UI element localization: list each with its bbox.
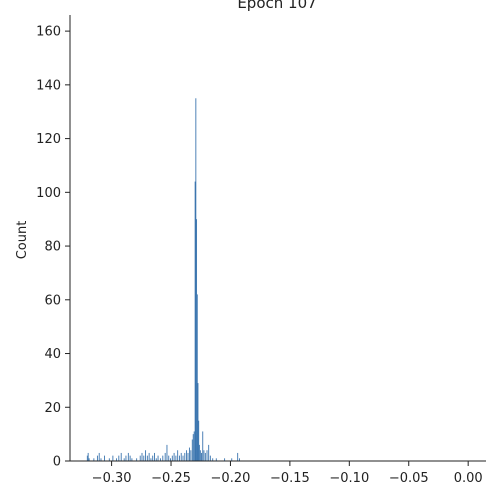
x-tick-label: 0.00	[454, 471, 483, 486]
y-tick-label: 20	[44, 401, 61, 416]
histogram-bar	[166, 444, 168, 461]
histogram-bar	[237, 452, 239, 461]
histogram-bar	[104, 455, 106, 461]
histogram-bar	[96, 455, 98, 461]
histogram-bar	[150, 458, 152, 461]
histogram-bar	[195, 98, 197, 461]
histogram-bar	[93, 458, 95, 461]
histogram-bar	[170, 458, 171, 461]
histogram-bar	[127, 452, 129, 461]
histogram-bar	[145, 450, 147, 461]
histogram-bar	[206, 450, 208, 461]
histogram-bar	[197, 383, 199, 461]
x-tick-label: −0.30	[92, 471, 132, 486]
histogram-bar	[116, 458, 117, 461]
histogram-bar	[212, 458, 214, 461]
histogram-bars	[86, 98, 240, 461]
histogram-bar	[141, 452, 143, 461]
histogram-bar	[191, 439, 193, 461]
y-axis-ticks: 0 20 40 60 80 100 120 140 160	[36, 25, 70, 470]
histogram-bar	[194, 181, 196, 461]
histogram-bar	[125, 455, 127, 461]
histogram-bar	[143, 455, 145, 461]
histogram-bar	[123, 458, 125, 461]
histogram-bar	[173, 452, 175, 461]
histogram-bar	[224, 458, 226, 461]
histogram-bar	[148, 452, 150, 461]
x-tick-label: −0.05	[389, 471, 429, 486]
histogram-bar	[146, 455, 148, 461]
y-axis-label: Count	[15, 221, 30, 260]
histogram-bar	[202, 431, 204, 461]
histogram-bar	[198, 444, 200, 461]
histogram-bar	[177, 450, 179, 461]
histogram-bar	[190, 450, 192, 461]
histogram-bar	[154, 452, 155, 461]
histogram-bar	[180, 452, 182, 461]
histogram-bar	[198, 420, 200, 461]
histogram-bar	[108, 458, 110, 461]
histogram-bar	[178, 455, 180, 461]
x-tick-label: −0.10	[329, 471, 369, 486]
histogram-bar	[188, 447, 190, 461]
histogram-bar	[164, 452, 166, 461]
histogram-bar	[131, 458, 133, 461]
x-tick-label: −0.15	[270, 471, 310, 486]
histogram-bar	[203, 450, 205, 461]
histogram-bar	[100, 458, 102, 461]
histogram-bar	[196, 219, 198, 461]
histogram-bar	[193, 431, 195, 461]
y-tick-label: 120	[36, 132, 61, 147]
histogram-bar	[215, 458, 217, 461]
histogram-bar	[112, 455, 114, 461]
histogram-bar	[171, 455, 173, 461]
histogram-bar	[209, 455, 211, 461]
histogram-bar	[196, 294, 198, 461]
histogram-bar	[201, 452, 202, 461]
histogram-bar	[88, 458, 90, 461]
histogram-bar	[162, 455, 164, 461]
histogram-bar	[139, 455, 141, 461]
histogram-bar	[98, 452, 100, 461]
y-tick-label: 0	[53, 455, 61, 470]
histogram-bar	[120, 452, 122, 461]
histogram-bar	[157, 455, 159, 461]
x-axis-ticks: −0.30 −0.25 −0.20 −0.15 −0.10 −0.05 0.00	[92, 461, 483, 486]
x-tick-label: −0.25	[151, 471, 191, 486]
histogram-bar	[231, 458, 233, 461]
histogram-bar	[129, 455, 131, 461]
histogram-bar	[168, 455, 170, 461]
histogram-bar	[152, 455, 154, 461]
y-tick-label: 80	[44, 240, 61, 255]
y-tick-label: 140	[36, 78, 61, 93]
histogram-bar	[204, 452, 206, 461]
histogram-bar	[199, 450, 201, 461]
histogram-bar	[187, 452, 189, 461]
histogram-bar	[192, 434, 194, 461]
y-tick-label: 40	[44, 347, 61, 362]
histogram-bar	[186, 450, 188, 461]
histogram-bar	[136, 458, 138, 461]
y-tick-label: 160	[36, 25, 61, 40]
histogram-bar	[239, 458, 240, 461]
histogram-bar	[184, 452, 186, 461]
histogram-bar	[118, 455, 120, 461]
y-tick-label: 60	[44, 293, 61, 308]
histogram-bar	[175, 455, 177, 461]
histogram-bar	[159, 458, 161, 461]
chart-title: Epoch 107	[237, 0, 316, 12]
histogram-bar	[182, 455, 184, 461]
histogram-bar	[87, 452, 89, 461]
histogram-bar	[86, 455, 88, 461]
histogram-bar	[208, 444, 210, 461]
histogram-bar	[155, 458, 157, 461]
y-tick-label: 100	[36, 186, 61, 201]
x-tick-label: −0.20	[211, 471, 251, 486]
